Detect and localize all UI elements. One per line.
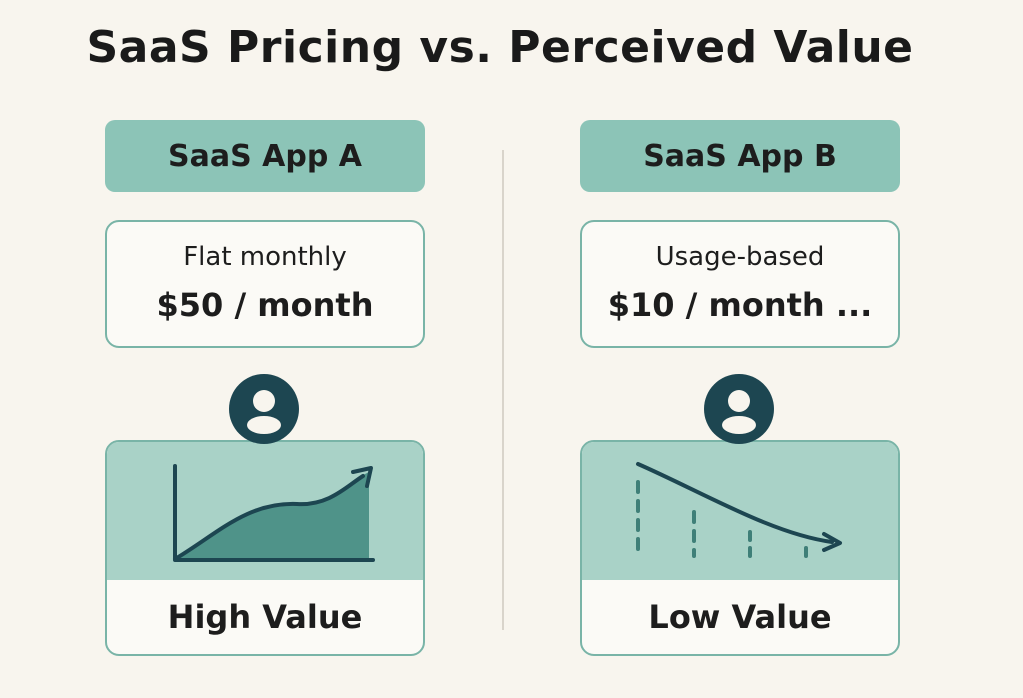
app-a-header: SaaS App A bbox=[105, 120, 425, 192]
app-b-pricing-model: Usage-based bbox=[655, 242, 825, 272]
app-b-value-card: Low Value bbox=[580, 440, 900, 656]
app-a-value-card: High Value bbox=[105, 440, 425, 656]
rising-area-chart-icon bbox=[107, 442, 423, 580]
app-a-value-label: High Value bbox=[167, 598, 363, 636]
declining-curve-chart-icon bbox=[582, 442, 898, 580]
app-a-price: $50 / month bbox=[156, 286, 374, 324]
column-divider bbox=[502, 150, 504, 630]
app-b-header: SaaS App B bbox=[580, 120, 900, 192]
page-title: SaaS Pricing vs. Perceived Value bbox=[86, 22, 914, 73]
app-b-value-label: Low Value bbox=[648, 598, 832, 636]
app-b-price-box: Usage-based $10 / month ... bbox=[580, 220, 900, 348]
app-b-price: $10 / month ... bbox=[607, 286, 873, 324]
app-a-pricing-model: Flat monthly bbox=[183, 242, 347, 272]
app-a-price-box: Flat monthly $50 / month bbox=[105, 220, 425, 348]
user-icon bbox=[229, 374, 299, 444]
user-icon bbox=[704, 374, 774, 444]
